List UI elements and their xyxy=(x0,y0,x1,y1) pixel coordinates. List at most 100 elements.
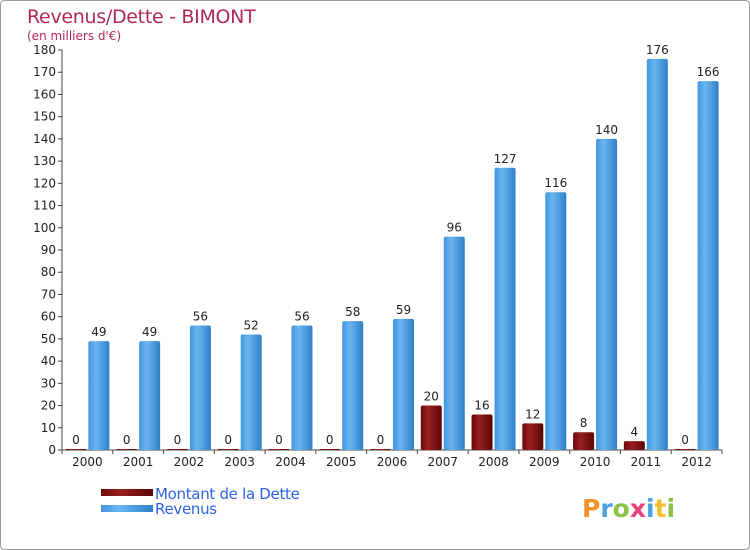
value-label-dette-2000: 0 xyxy=(72,433,80,447)
value-label-dette-2003: 0 xyxy=(224,433,232,447)
y-tick-label: 90 xyxy=(41,243,56,257)
bar-revenus-2007 xyxy=(443,236,465,450)
value-label-revenus-2007: 96 xyxy=(447,221,462,235)
x-tick-label: 2010 xyxy=(580,455,611,469)
value-label-dette-2004: 0 xyxy=(275,433,283,447)
y-tick-label: 120 xyxy=(33,176,56,190)
proxiti-logo: Proxiti xyxy=(582,494,675,523)
value-label-revenus-2009: 116 xyxy=(544,176,567,190)
bar-dette-2006 xyxy=(370,449,391,450)
legend: Montant de la Dette Revenus xyxy=(101,485,300,518)
y-tick-label: 0 xyxy=(48,443,56,457)
brand-letter: t xyxy=(655,494,667,523)
value-label-revenus-2002: 56 xyxy=(193,310,208,324)
value-label-revenus-2001: 49 xyxy=(142,325,157,339)
x-tick-label: 2009 xyxy=(529,455,560,469)
x-tick-label: 2011 xyxy=(631,455,662,469)
value-label-revenus-2000: 49 xyxy=(91,325,106,339)
y-tick-label: 110 xyxy=(33,199,56,213)
value-label-revenus-2011: 176 xyxy=(646,43,669,57)
legend-label-dette: Montant de la Dette xyxy=(155,485,300,503)
bar-dette-2012 xyxy=(674,449,696,450)
x-tick-label: 2006 xyxy=(377,455,408,469)
value-label-revenus-2003: 52 xyxy=(244,318,259,332)
bar-revenus-2000 xyxy=(88,341,110,450)
y-tick-label: 160 xyxy=(33,87,56,101)
value-label-dette-2012: 0 xyxy=(681,433,689,447)
value-label-dette-2010: 8 xyxy=(580,416,588,430)
bar-revenus-2004 xyxy=(291,325,313,450)
x-tick-label: 2004 xyxy=(275,455,306,469)
brand-letter: P xyxy=(582,494,600,523)
y-tick-label: 100 xyxy=(33,221,56,235)
x-tick-label: 2002 xyxy=(174,455,205,469)
value-label-dette-2002: 0 xyxy=(174,433,182,447)
bar-dette-2004 xyxy=(268,449,290,450)
brand-letter: i xyxy=(667,494,676,523)
bar-revenus-2011 xyxy=(646,58,668,451)
chart-subtitle: (en milliers d'€) xyxy=(27,29,121,43)
value-label-dette-2007: 20 xyxy=(424,390,439,404)
x-tick-label: 2008 xyxy=(478,455,509,469)
brand-letter: x xyxy=(630,494,646,523)
value-label-dette-2008: 16 xyxy=(474,398,489,412)
bar-dette-2001 xyxy=(116,449,138,450)
bar-dette-2011 xyxy=(623,441,645,450)
x-tick-label: 2005 xyxy=(326,455,357,469)
value-label-revenus-2010: 140 xyxy=(595,123,618,137)
chart-title: Revenus/Dette - BIMONT xyxy=(27,6,256,28)
brand-letter: o xyxy=(613,494,630,523)
brand-logo-text: Proxiti xyxy=(582,494,675,523)
y-tick-label: 60 xyxy=(41,310,56,324)
y-tick-label: 180 xyxy=(33,43,56,57)
bars xyxy=(65,58,719,451)
y-tick-label: 20 xyxy=(41,399,56,413)
y-tick-label: 150 xyxy=(33,110,56,124)
value-label-revenus-2012: 166 xyxy=(697,65,720,79)
y-tick-label: 30 xyxy=(41,376,56,390)
x-tick-label: 2000 xyxy=(72,455,103,469)
value-labels: 0 49 0 49 0 56 0 52 0 56 0 58 0 59 20 96 16 127 12 116 8 140 4… xyxy=(72,43,720,447)
bar-revenus-2012 xyxy=(697,81,719,450)
bar-dette-2007 xyxy=(420,405,442,450)
x-tick-label: 2012 xyxy=(681,455,712,469)
y-tick-label: 130 xyxy=(33,154,56,168)
y-tick-label: 10 xyxy=(41,421,56,435)
bar-dette-2010 xyxy=(573,432,595,450)
value-label-revenus-2008: 127 xyxy=(494,152,517,166)
y-tick-label: 80 xyxy=(41,265,56,279)
value-label-revenus-2006: 59 xyxy=(396,303,411,317)
bar-revenus-2003 xyxy=(240,334,262,450)
x-axis: 2000 2001 2002 2003 2004 2005 2006 2007 2008 2009… xyxy=(61,449,723,469)
value-label-dette-2009: 12 xyxy=(525,407,540,421)
bar-dette-2000 xyxy=(65,449,87,450)
brand-letter: i xyxy=(646,494,655,523)
value-label-revenus-2005: 58 xyxy=(345,305,360,319)
value-label-dette-2005: 0 xyxy=(326,433,334,447)
bar-dette-2002 xyxy=(166,449,188,450)
value-label-revenus-2004: 56 xyxy=(294,310,309,324)
value-label-dette-2011: 4 xyxy=(631,425,639,439)
y-tick-label: 170 xyxy=(33,65,56,79)
y-tick-label: 40 xyxy=(41,354,56,368)
value-label-dette-2006: 0 xyxy=(377,433,385,447)
y-tick-label: 140 xyxy=(33,132,56,146)
bar-revenus-2008 xyxy=(494,167,516,450)
bar-revenus-2009 xyxy=(545,192,567,450)
legend-swatch-revenus xyxy=(101,505,153,512)
bar-revenus-2005 xyxy=(342,321,364,450)
brand-letter: r xyxy=(600,494,613,523)
value-label-dette-2001: 0 xyxy=(123,433,131,447)
bar-revenus-2002 xyxy=(189,325,211,450)
bar-revenus-2001 xyxy=(139,341,161,450)
y-tick-label: 50 xyxy=(41,332,56,346)
bar-dette-2008 xyxy=(471,414,493,450)
legend-label-revenus: Revenus xyxy=(155,500,217,518)
bar-revenus-2006 xyxy=(393,318,414,450)
y-tick-label: 70 xyxy=(41,287,56,301)
x-tick-label: 2007 xyxy=(427,455,458,469)
bar-revenus-2010 xyxy=(596,138,618,450)
bar-dette-2009 xyxy=(522,423,544,450)
